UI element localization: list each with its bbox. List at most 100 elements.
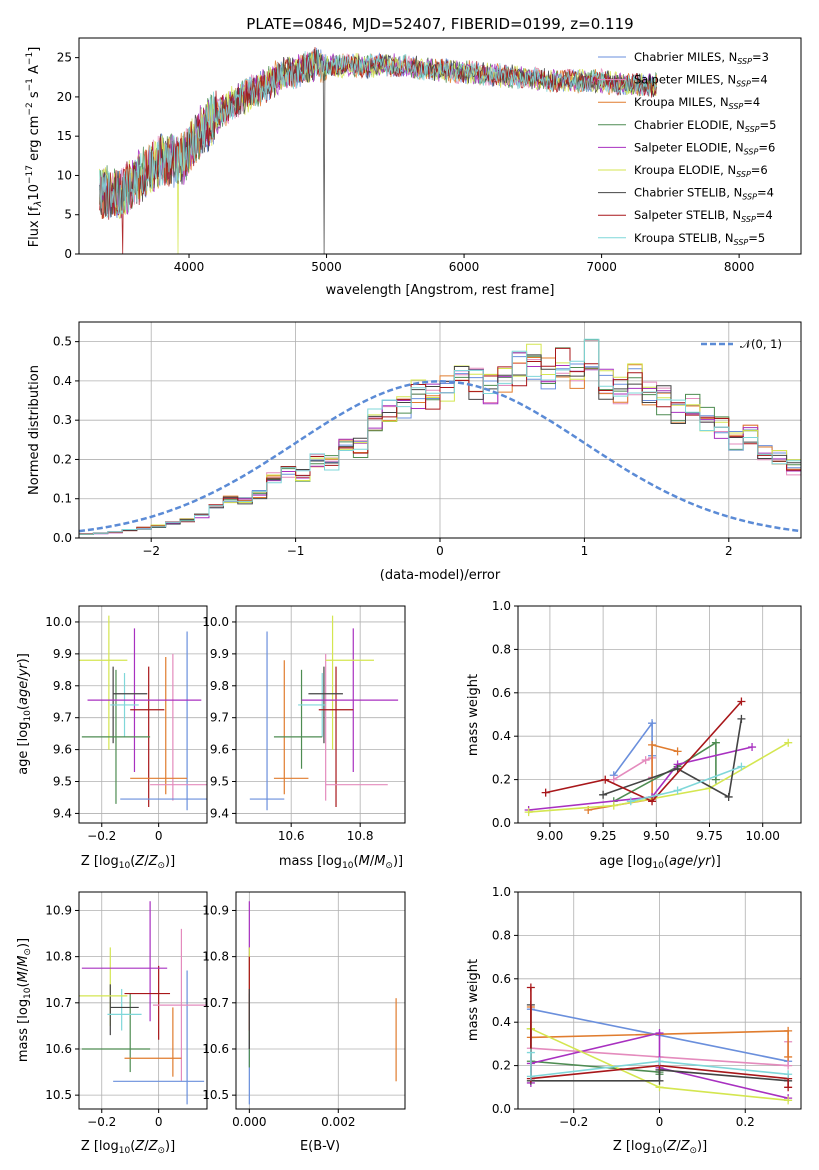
x-tick-label: −0.2 — [87, 1115, 116, 1129]
y-tick-label: 10.6 — [45, 1042, 72, 1056]
weight-vs-age-panel: 9.00 9.25 9.50 9.75 10.00 0.0 0.2 0.4 0.6 0.8 1.0 — [492, 599, 802, 843]
weight-marker — [784, 1096, 793, 1105]
weight-lines — [524, 697, 793, 817]
histogram-series — [79, 343, 801, 535]
weight-line — [545, 700, 742, 803]
y-tick-label: 10.6 — [202, 1042, 229, 1056]
age-mass-xlabel: mass [log10(M/M⊙)] — [279, 854, 403, 871]
spectrum-legend: Chabrier MILES, NSSP=3 Salpeter MILES, NS… — [598, 50, 776, 247]
y-tick-label: 10.5 — [202, 1088, 229, 1102]
y-tick-label: 9.9 — [210, 647, 229, 661]
y-tick-label: 10 — [57, 168, 72, 182]
mass-vs-metallicity-panel: −0.2 0 10.5 10.6 10.7 10.8 10.9 — [45, 891, 208, 1129]
gaussian-curve — [79, 380, 801, 533]
legend-label: Salpeter STELIB, NSSP=4 — [634, 208, 773, 224]
legend-label: Kroupa STELIB, NSSP=5 — [634, 231, 765, 247]
weight-marker — [541, 788, 550, 797]
legend-label: Kroupa MILES, NSSP=4 — [634, 95, 760, 111]
axes-frame — [78, 321, 802, 539]
x-tick-label: −2 — [142, 544, 160, 558]
y-tick-label: 0.4 — [53, 374, 72, 388]
weight-marker — [724, 792, 733, 801]
x-tick-label: 4000 — [174, 260, 205, 274]
y-tick-label: 5 — [64, 208, 72, 222]
x-tick-label: 7000 — [586, 260, 617, 274]
x-tick-label: 10.6 — [278, 829, 305, 843]
weight-marker — [655, 1076, 664, 1085]
age-z-xlabel: Z [log10(Z/Z⊙)] — [81, 854, 175, 871]
weight-marker — [737, 714, 746, 723]
weight-marker — [601, 775, 610, 784]
histogram-xlabel: (data-model)/error — [380, 568, 501, 583]
x-tick-label: 0.000 — [232, 1115, 266, 1129]
weight-marker — [711, 738, 720, 747]
histogram-plot-area: −2 −1 0 1 2 0.0 0.1 0.2 0.3 0.4 0.5 — [53, 321, 802, 558]
weight-marker — [784, 1052, 793, 1061]
weight-marker — [524, 808, 533, 817]
y-tick-label: 9.6 — [53, 743, 72, 757]
spectrum-xlabel: wavelength [Angstrom, rest frame] — [326, 283, 555, 298]
mass-z-xlabel: Z [log10(Z/Z⊙)] — [81, 1139, 175, 1156]
weight-marker — [648, 740, 657, 749]
x-tick-label: 0 — [155, 1115, 163, 1129]
y-tick-label: 10.9 — [45, 903, 72, 917]
y-tick-label: 0.0 — [492, 816, 511, 830]
x-tick-label: 0 — [436, 544, 444, 558]
y-tick-label: 10.5 — [45, 1088, 72, 1102]
weight-marker — [784, 738, 793, 747]
y-tick-label: 10.9 — [202, 903, 229, 917]
legend-label: Salpeter ELODIE, NSSP=6 — [634, 140, 775, 156]
errorbars — [248, 901, 397, 1105]
legend-label: Chabrier MILES, NSSP=3 — [634, 50, 769, 66]
axes-frame — [235, 605, 406, 824]
spectrum-ylabel: Flux [fλ10−17 erg cm−2 s−1 A−1] — [25, 47, 44, 248]
weight-marker — [784, 1026, 793, 1035]
axes-frame — [78, 605, 208, 824]
weight-marker — [526, 983, 535, 992]
legend-label: Chabrier ELODIE, NSSP=5 — [634, 118, 776, 134]
x-tick-label: 9.00 — [537, 829, 564, 843]
weight-z-ylabel: mass weight — [466, 959, 481, 1041]
weight-line — [630, 765, 742, 803]
x-tick-label: 9.50 — [643, 829, 670, 843]
weight-marker — [526, 1048, 535, 1057]
weight-marker — [641, 756, 650, 765]
age-vs-mass-panel: 10.6 10.8 9.4 9.5 9.6 9.7 9.8 9.9 10.0 — [202, 605, 406, 843]
weight-marker — [737, 762, 746, 771]
y-tick-label: 10.7 — [45, 996, 72, 1010]
x-tick-label: 2 — [725, 544, 733, 558]
axes-frame — [235, 891, 406, 1110]
weight-marker — [737, 697, 746, 706]
y-tick-label: 10.7 — [202, 996, 229, 1010]
errorbars — [79, 615, 207, 811]
y-tick-label: 0.0 — [492, 1102, 511, 1116]
weight-marker — [599, 790, 608, 799]
legend-label: Chabrier STELIB, NSSP=4 — [634, 186, 774, 202]
histogram-series — [79, 356, 801, 535]
y-tick-label: 9.7 — [53, 711, 72, 725]
y-tick-label: 0.4 — [492, 1015, 511, 1029]
y-tick-label: 0.5 — [53, 335, 72, 349]
spectrum-panel: PLATE=0846, MJD=52407, FIBERID=0199, z=0… — [25, 15, 802, 298]
x-tick-label: 8000 — [724, 260, 755, 274]
weight-marker — [526, 1072, 535, 1081]
weight-marker — [648, 797, 657, 806]
y-tick-label: 9.7 — [210, 711, 229, 725]
y-tick-label: 0 — [64, 247, 72, 261]
histogram-series — [79, 352, 801, 535]
weight-z-xlabel: Z [log10(Z/Z⊙)] — [613, 1139, 707, 1156]
x-tick-label: −0.2 — [559, 1115, 588, 1129]
x-tick-label: 1 — [581, 544, 589, 558]
y-tick-label: 9.8 — [53, 679, 72, 693]
y-tick-label: 9.5 — [210, 775, 229, 789]
y-tick-label: 9.8 — [210, 679, 229, 693]
x-tick-label: −1 — [287, 544, 305, 558]
y-tick-label: 9.6 — [210, 743, 229, 757]
residual-histogram-panel: −2 −1 0 1 2 0.0 0.1 0.2 0.3 0.4 0.5 (data-model)/e… — [27, 321, 802, 583]
y-tick-label: 0.4 — [492, 729, 511, 743]
y-tick-label: 0.0 — [53, 531, 72, 545]
mass-z-ylabel: mass [log10(M/M⊙)] — [16, 938, 33, 1062]
x-tick-label: 0.002 — [321, 1115, 355, 1129]
y-tick-label: 9.9 — [53, 647, 72, 661]
